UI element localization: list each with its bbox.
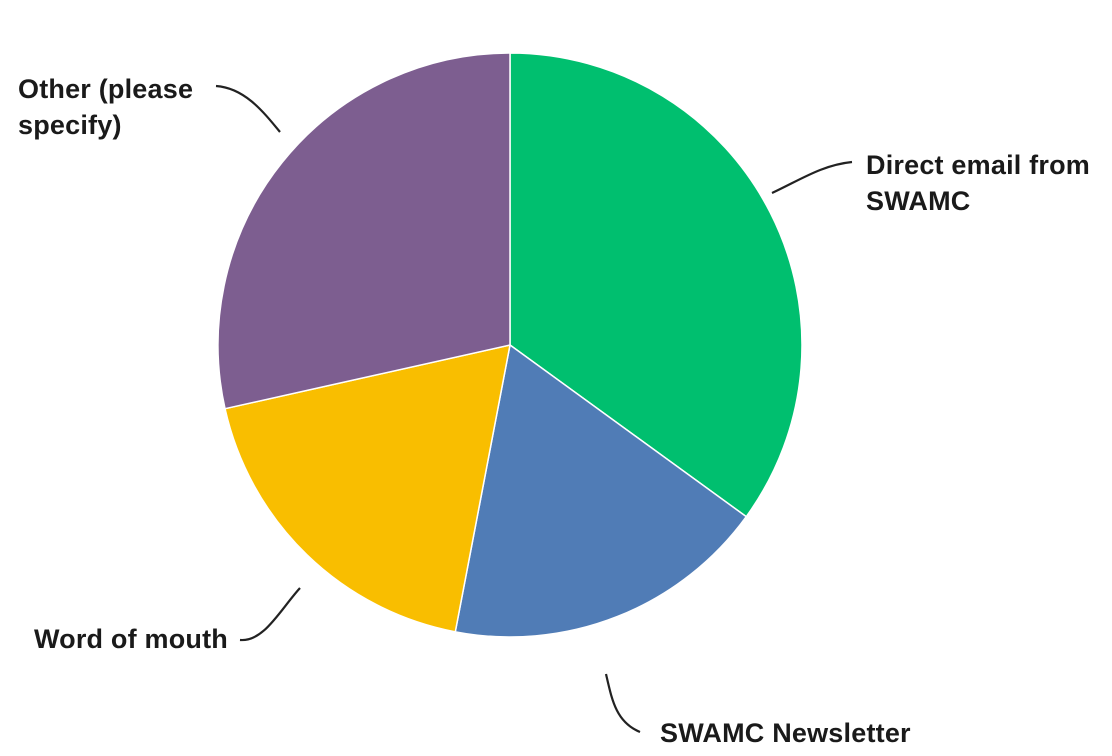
pie-slices bbox=[217, 52, 803, 638]
slice-label-line: Direct email from bbox=[866, 150, 1090, 180]
slice-label-line: Word of mouth bbox=[34, 624, 228, 654]
pie-slice-swamc-newsletter bbox=[454, 344, 747, 638]
slice-label-swamc-newsletter: SWAMC Newsletter bbox=[660, 718, 911, 748]
slice-label-line: Other (please bbox=[18, 74, 193, 104]
pie-slice-word-of-mouth bbox=[224, 344, 511, 633]
slice-labels: Direct email from SWAMC SWAMC Newsletter Wo… bbox=[18, 74, 1090, 748]
leader-lines bbox=[215, 84, 853, 734]
pie-slice-other-please-specify bbox=[217, 52, 511, 410]
pie-slice-direct-email-from-swamc bbox=[509, 52, 803, 518]
leader-line-direct-email-from-swamc bbox=[771, 160, 853, 194]
leader-line-swamc-newsletter bbox=[604, 673, 641, 734]
slice-label-other-please-specify: Other (please specify) bbox=[18, 74, 193, 140]
slice-label-word-of-mouth: Word of mouth bbox=[34, 624, 228, 654]
slice-label-line: SWAMC bbox=[866, 186, 971, 216]
leader-line-other-please-specify bbox=[215, 84, 281, 133]
slice-label-line: specify) bbox=[18, 110, 122, 140]
slice-label-direct-email-from-swamc: Direct email from SWAMC bbox=[866, 150, 1090, 216]
slice-label-line: SWAMC Newsletter bbox=[660, 718, 911, 748]
leader-line-word-of-mouth bbox=[239, 587, 301, 642]
